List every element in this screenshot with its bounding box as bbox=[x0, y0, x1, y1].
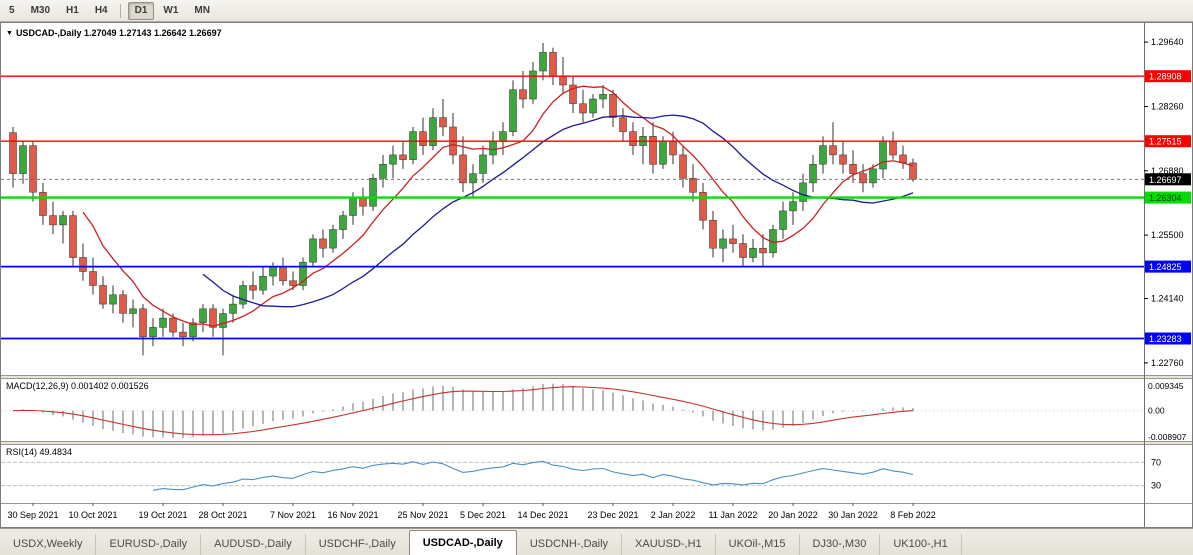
svg-text:1.22760: 1.22760 bbox=[1151, 358, 1184, 368]
svg-text:25 Nov 2021: 25 Nov 2021 bbox=[397, 510, 448, 520]
chart-tab-xauusd-h1[interactable]: XAUUSD-,H1 bbox=[622, 534, 716, 555]
svg-text:14 Dec 2021: 14 Dec 2021 bbox=[517, 510, 568, 520]
svg-text:-0.008907: -0.008907 bbox=[1148, 432, 1187, 442]
svg-text:1.29640: 1.29640 bbox=[1151, 37, 1184, 47]
svg-text:1.27515: 1.27515 bbox=[1149, 137, 1182, 147]
svg-text:20 Jan 2022: 20 Jan 2022 bbox=[768, 510, 818, 520]
chart-tab-usdcnh-daily[interactable]: USDCNH-,Daily bbox=[517, 534, 623, 555]
svg-text:0.009345: 0.009345 bbox=[1148, 381, 1184, 391]
svg-text:5 Dec 2021: 5 Dec 2021 bbox=[460, 510, 506, 520]
svg-text:23 Dec 2021: 23 Dec 2021 bbox=[587, 510, 638, 520]
svg-text:1.24825: 1.24825 bbox=[1149, 262, 1182, 272]
svg-text:1.28260: 1.28260 bbox=[1151, 102, 1184, 112]
svg-text:11 Jan 2022: 11 Jan 2022 bbox=[709, 510, 758, 520]
timeframe-button-h4[interactable]: H4 bbox=[94, 4, 108, 16]
chart-tab-usdchf-daily[interactable]: USDCHF-,Daily bbox=[306, 534, 410, 555]
candlestick-chart[interactable]: 1.29640 1.28260 1.26880 1.25500 1.24140 1.227… bbox=[1, 23, 1192, 527]
chart-collapse-icon[interactable]: ▼ bbox=[6, 29, 13, 37]
symbol-tab-bar: USDX,Weekly EURUSD-,Daily AUDUSD-,Daily USD… bbox=[0, 528, 1193, 555]
chart-tab-usdcad-daily[interactable]: USDCAD-,Daily bbox=[408, 530, 517, 555]
chart-tab-eurusd-daily[interactable]: EURUSD-,Daily bbox=[96, 534, 202, 555]
toolbar-separator bbox=[119, 3, 121, 18]
timeframe-button-5[interactable]: 5 bbox=[9, 4, 15, 16]
timeframe-button-w1[interactable]: W1 bbox=[163, 4, 179, 16]
svg-text:10 Oct 2021: 10 Oct 2021 bbox=[68, 510, 117, 520]
chart-tab-uk100-h1[interactable]: UK100-,H1 bbox=[880, 534, 962, 555]
svg-text:1.28908: 1.28908 bbox=[1149, 72, 1182, 82]
timeframe-button-m30[interactable]: M30 bbox=[30, 4, 51, 16]
svg-text:1.24140: 1.24140 bbox=[1151, 294, 1184, 304]
svg-text:28 Oct 2021: 28 Oct 2021 bbox=[198, 510, 247, 520]
svg-text:8 Feb 2022: 8 Feb 2022 bbox=[890, 510, 936, 520]
svg-text:1.26304: 1.26304 bbox=[1149, 193, 1182, 203]
timeframe-button-h1[interactable]: H1 bbox=[66, 4, 79, 16]
chart-tab-usdx-weekly[interactable]: USDX,Weekly bbox=[0, 534, 97, 555]
svg-text:2 Jan 2022: 2 Jan 2022 bbox=[651, 510, 696, 520]
svg-text:1.23283: 1.23283 bbox=[1149, 334, 1182, 344]
chart-window: 1.29640 1.28260 1.26880 1.25500 1.24140 1.227… bbox=[0, 22, 1193, 528]
chart-tab-ukoil-m15[interactable]: UKOil-,M15 bbox=[716, 534, 800, 555]
svg-text:7 Nov 2021: 7 Nov 2021 bbox=[270, 510, 316, 520]
svg-text:0.00: 0.00 bbox=[1148, 406, 1165, 416]
chart-tab-audusd-daily[interactable]: AUDUSD-,Daily bbox=[201, 534, 306, 555]
svg-text:30: 30 bbox=[1151, 481, 1161, 491]
timeframe-button-d1[interactable]: D1 bbox=[127, 1, 155, 20]
svg-text:30 Jan 2022: 30 Jan 2022 bbox=[828, 510, 878, 520]
svg-text:1.25500: 1.25500 bbox=[1151, 230, 1184, 240]
svg-text:70: 70 bbox=[1151, 457, 1161, 467]
svg-text:16 Nov 2021: 16 Nov 2021 bbox=[327, 510, 378, 520]
timeframe-button-mn[interactable]: MN bbox=[194, 4, 210, 16]
timeframe-toolbar: 5 M30 H1 H4 D1 W1 MN bbox=[0, 0, 1193, 22]
chart-tab-dj30-m30[interactable]: DJ30-,M30 bbox=[800, 534, 881, 555]
svg-text:30 Sep 2021: 30 Sep 2021 bbox=[7, 510, 58, 520]
svg-text:1.26697: 1.26697 bbox=[1149, 175, 1182, 185]
svg-text:1.26880: 1.26880 bbox=[1151, 166, 1184, 176]
svg-text:19 Oct 2021: 19 Oct 2021 bbox=[138, 510, 187, 520]
